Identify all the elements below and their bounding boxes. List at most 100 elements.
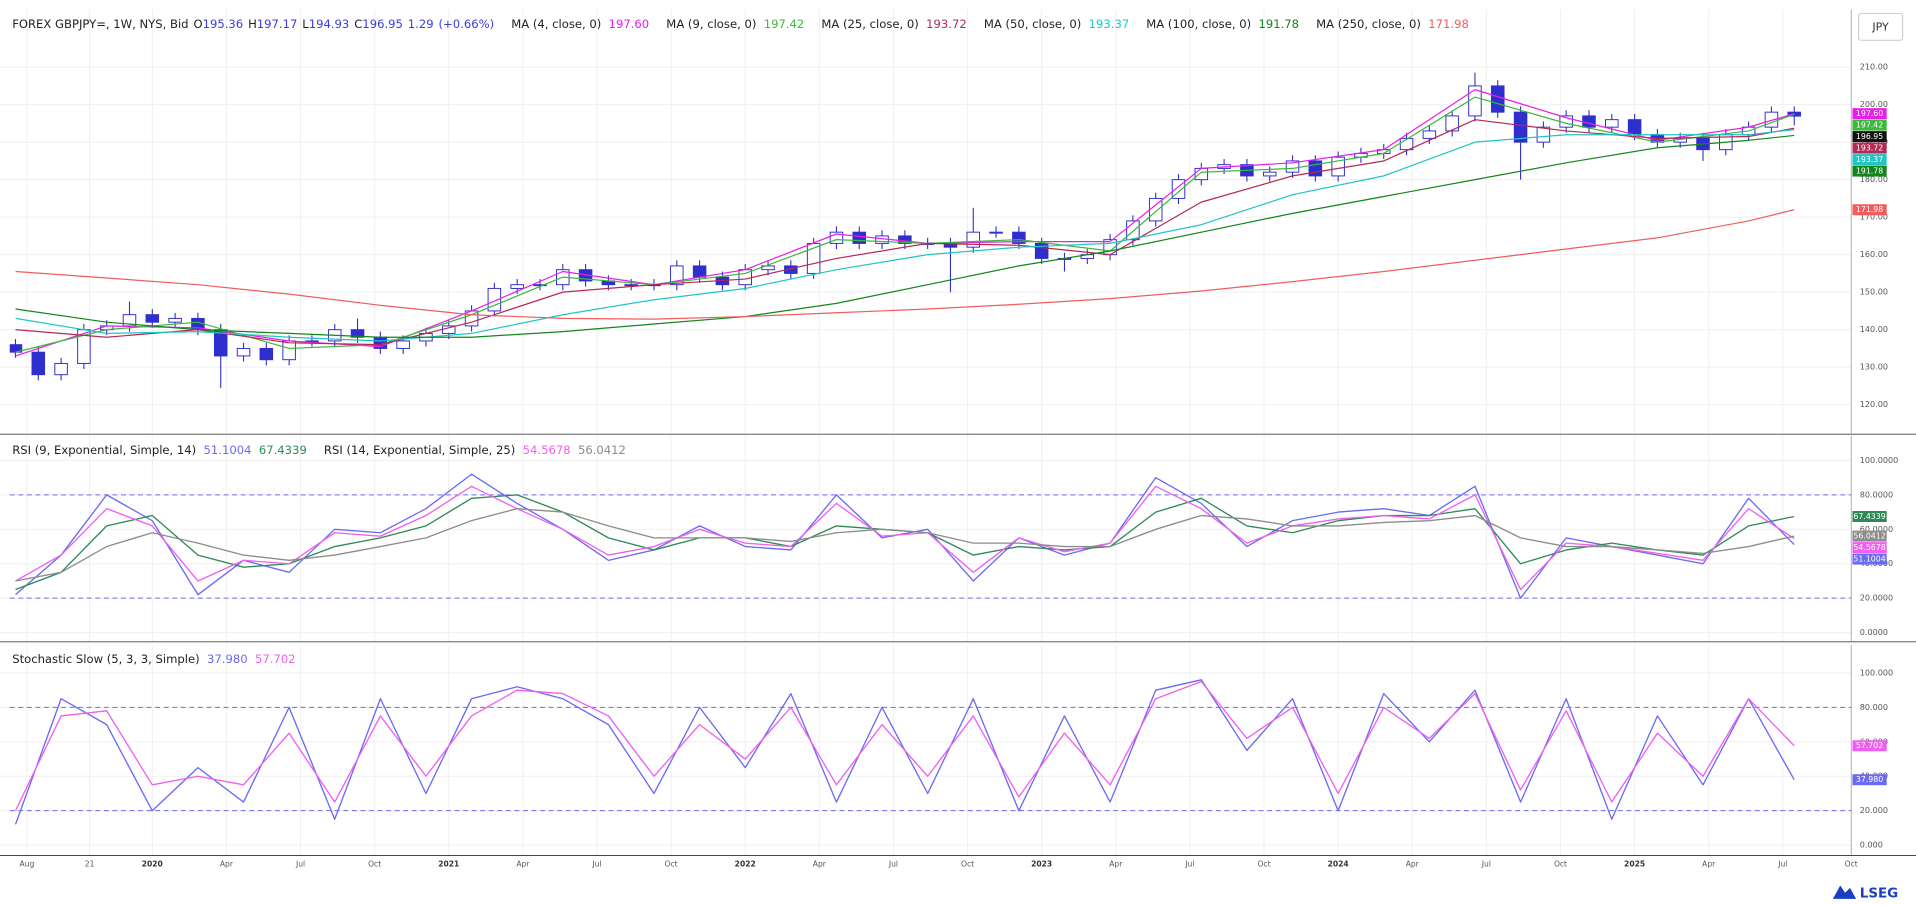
candle-body [1491,85,1505,113]
y-tick-label: 0.000 [1860,841,1883,850]
value-box [1852,154,1887,166]
legend-text: C [354,17,362,31]
legend-text: 197.42 [764,17,805,31]
logo-text: LSEG [1860,886,1898,901]
y-tick-label: 120.00 [1860,400,1888,409]
y-tick-label: 160.00 [1860,250,1888,259]
plot-area [9,72,1801,388]
legend-text: 193.72 [926,17,967,31]
candle-body [624,284,638,287]
x-tick-label: Oct [1554,860,1567,869]
candle-body [510,284,524,289]
series-line [15,485,1795,591]
legend-text: 197.17 [257,17,298,31]
candle-body [396,340,410,349]
legend-text: 171.98 [1428,17,1469,31]
button-frame [1857,12,1904,41]
legend-text: 191.78 [1258,17,1299,31]
candle-body [168,317,182,323]
legend-text: 196.95 [362,17,403,31]
candle-body [1308,160,1323,177]
x-tick-label: Apr [1702,860,1716,869]
legend-text: 1.29 [408,17,434,31]
legend-text: Stochastic Slow (5, 3, 3, Simple) [12,652,199,666]
plot-area [14,679,1795,825]
candle-body [1605,119,1619,128]
legend-text: MA (250, close, 0) [1316,17,1421,31]
x-tick-label: Jul [888,860,898,869]
value-box-label: 57.702 [1856,741,1883,750]
y-tick-label: 150.00 [1860,288,1888,297]
legend-text: MA (9, close, 0) [666,17,756,31]
candle-body [1262,171,1277,177]
value-box-label: 54.5678 [1853,543,1885,552]
legend-text: 57.702 [255,652,296,666]
candle-body [213,329,228,357]
candle-body [966,231,981,248]
x-tick-label: 2022 [735,860,756,869]
legend-text: MA (50, close, 0) [984,17,1081,31]
value-box-label: 51.1004 [1853,554,1885,563]
candle-body [282,340,296,361]
x-tick-label: Apr [220,860,234,869]
candle-body [350,329,365,338]
series-line [15,209,1795,320]
panel: 120.00 130.00 140.00 150.00 160.00 170.00 180.… [0,9,1916,435]
candle-body [145,314,160,323]
x-tick-label: 21 [85,860,95,869]
x-tick-label: Oct [1845,860,1858,869]
candle-body [9,344,23,353]
legend-text: H [248,17,257,31]
x-tick-label: Aug [19,860,34,869]
candle-body [1194,167,1209,181]
x-tick-label: 2023 [1031,860,1052,869]
legend-text: (+0.66%) [439,17,495,31]
candle-body [1422,130,1437,139]
y-tick-label: 180.00 [1860,175,1888,184]
candle-body [829,231,844,244]
value-box [1852,740,1887,752]
y-tick-label: 140.00 [1860,325,1888,334]
y-tick-label: 100.000 [1860,668,1893,677]
candle-body [533,284,547,287]
y-tick-label: 60.0000 [1860,525,1893,534]
candle-body [898,235,912,244]
currency-button[interactable]: JPY [1857,12,1904,41]
legend-text: MA (100, close, 0) [1146,17,1251,31]
panel: 0.000020.000040.000060.000080.0000100.00… [0,436,1916,643]
series-line [15,128,1795,342]
logo-icon [1832,885,1857,899]
candle-body [236,347,251,357]
x-tick-label: Apr [516,860,530,869]
legend-text: 195.36 [203,17,244,31]
candle-body [989,231,1003,234]
value-box [1852,553,1887,565]
y-tick-label: 100.0000 [1860,456,1898,465]
series-line [15,134,1795,338]
candle-body [1012,231,1026,244]
legend-text: L [302,17,309,31]
candle-body [692,265,707,278]
candle-body [1513,111,1528,143]
x-tick-label: Oct [368,860,381,869]
x-tick-label: Apr [1109,860,1123,869]
value-box [1852,142,1887,154]
candle-body [1627,119,1642,136]
currency-label: JPY [1871,20,1889,33]
x-tick-label: 2024 [1328,860,1349,869]
value-box [1852,530,1887,542]
x-tick-label: Jul [295,860,305,869]
y-tick-label: 190.00 [1860,138,1888,147]
series-line [15,119,1795,346]
y-tick-label: 20.000 [1860,806,1888,815]
x-tick-label: Jul [591,860,601,869]
value-box-label: 197.60 [1856,109,1883,118]
y-tick-label: 200.00 [1860,100,1888,109]
series-line [15,508,1795,582]
value-box-label: 196.95 [1856,132,1883,141]
legend-text: 194.93 [309,17,350,31]
value-box [1852,511,1887,523]
